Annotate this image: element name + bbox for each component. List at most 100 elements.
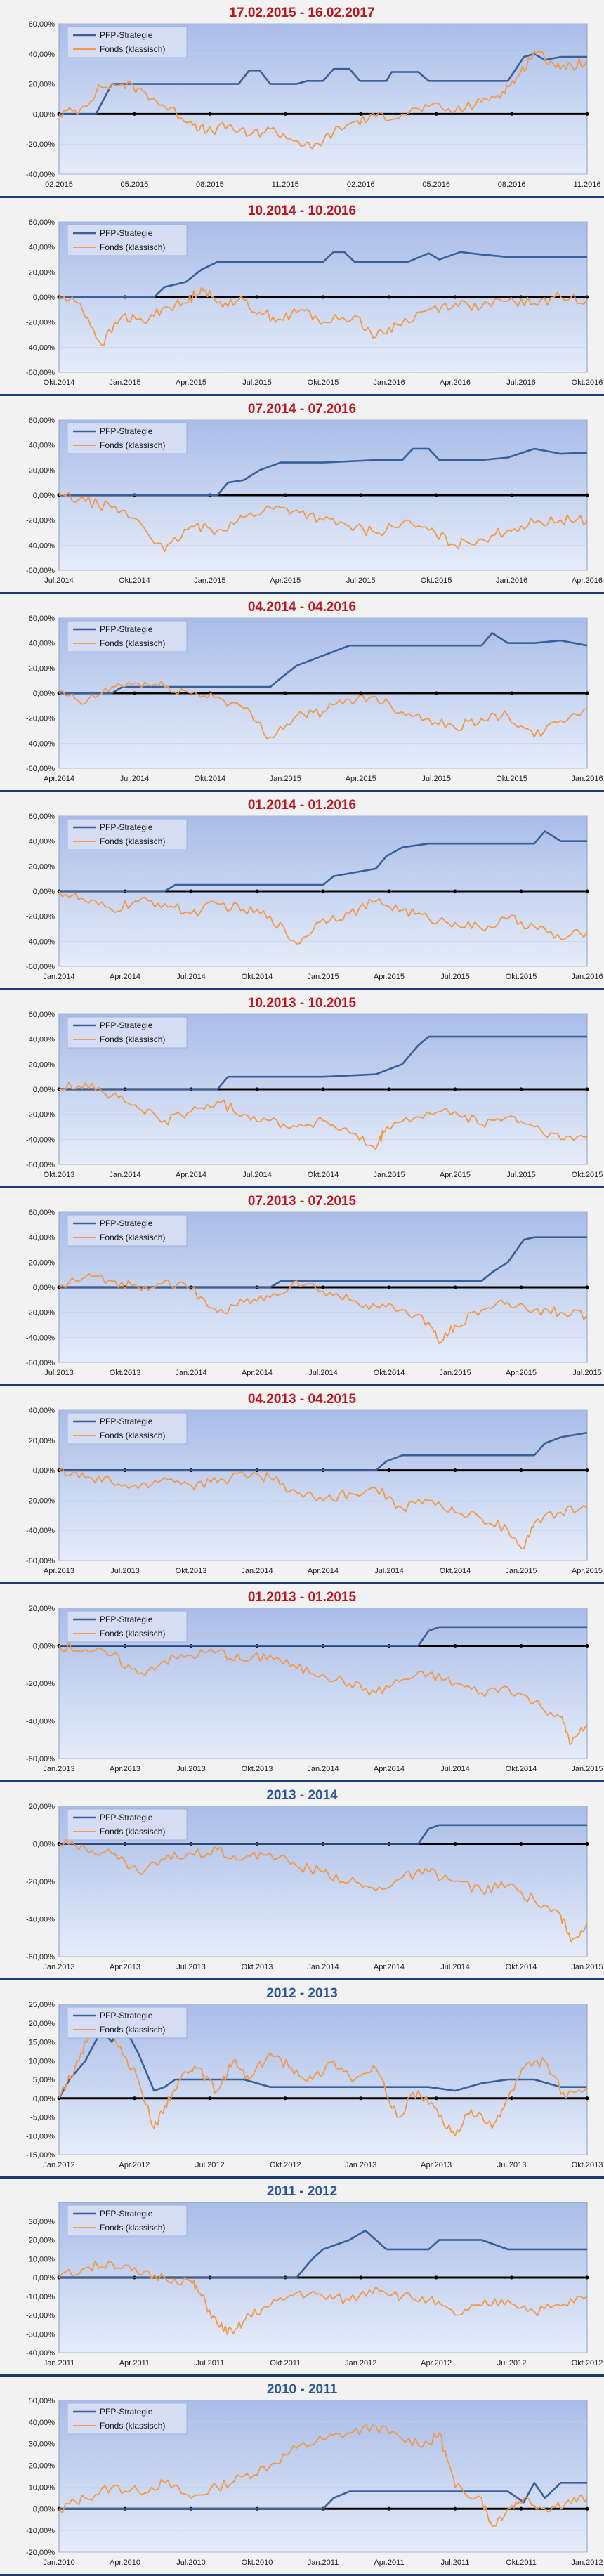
- x-tick-label: Okt.2014: [195, 775, 226, 783]
- chart-svg: 60,00% 40,00% 20,00% 0,00% -20,00% -40,00% -60…: [26, 417, 603, 585]
- zero-tick: [585, 112, 589, 116]
- zero-tick: [434, 493, 438, 497]
- series-line-strategy: [59, 830, 587, 893]
- y-tick-label: 15,00%: [29, 2039, 55, 2047]
- legend-box: [67, 2006, 188, 2039]
- y-tick-label: 0,00%: [33, 110, 55, 119]
- zero-tick: [510, 493, 514, 497]
- chart-title: 2011 - 2012: [266, 2184, 338, 2199]
- x-tick-label: Jul.2015: [421, 775, 451, 783]
- x-tick-label: Jul.2011: [441, 2558, 470, 2567]
- x-tick-label: Apr.2013: [110, 1963, 140, 1971]
- y-tick-label: 40,00%: [29, 640, 55, 648]
- zero-tick: [519, 295, 523, 299]
- x-tick-label: Apr.2013: [421, 2161, 452, 2169]
- zero-tick: [585, 889, 589, 893]
- chart-svg: 20,00% 0,00% -20,00% -40,00% -60,00% Jan.2013…: [26, 1803, 603, 1971]
- chart-title: 10.2013 - 10.2015: [247, 996, 357, 1011]
- y-tick-label: 0,00%: [33, 2095, 55, 2103]
- legend-label-strategy: PFP-Strategie: [100, 1218, 153, 1228]
- legend-label-fund: Fonds (klassisch): [100, 638, 165, 648]
- y-tick-label: -20,00%: [26, 1497, 55, 1505]
- x-tick-label: 08.2015: [196, 180, 224, 189]
- chart-title: 17.02.2015 - 16.02.2017: [229, 6, 375, 20]
- zero-tick: [453, 1285, 457, 1289]
- zero-tick: [519, 1468, 523, 1473]
- chart-svg: 60,00% 40,00% 20,00% 0,00% -20,00% -40,00% -60…: [26, 813, 603, 981]
- x-tick-label: Okt.2012: [270, 2161, 301, 2169]
- zero-tick: [132, 691, 136, 695]
- zero-tick: [519, 889, 523, 893]
- chart-title: 07.2013 - 07.2015: [247, 1194, 357, 1209]
- y-tick-label: 0,00%: [33, 888, 55, 896]
- x-tick-label: Jul.2013: [110, 1567, 140, 1575]
- zero-tick: [255, 889, 259, 893]
- legend-label-fund: Fonds (klassisch): [100, 1431, 165, 1440]
- y-tick-label: 20,00%: [29, 2237, 55, 2245]
- x-tick-label: Okt.2016: [572, 379, 603, 387]
- zero-tick: [387, 1285, 391, 1289]
- chart-title: 2013 - 2014: [266, 1788, 338, 1803]
- x-tick-label: Apr.2014: [176, 1171, 206, 1179]
- x-tick-label: Okt.2014: [308, 1171, 339, 1179]
- x-tick-label: Okt.2015: [421, 577, 452, 585]
- x-tick-label: Okt.2014: [374, 1369, 405, 1377]
- chart-svg: 60,00% 40,00% 20,00% 0,00% -20,00% -40,00% -60…: [26, 1209, 602, 1377]
- y-tick-label: 40,00%: [29, 1036, 55, 1044]
- y-tick-label: 20,00%: [29, 2020, 55, 2028]
- chart-panel: 2010 - 2011 50,00% 40,00% 30,00% 20,00% 10,00…: [0, 2377, 604, 2576]
- y-tick-label: -20,00%: [26, 517, 55, 525]
- y-tick-label: 60,00%: [29, 21, 55, 29]
- y-tick-label: -60,00%: [26, 963, 55, 971]
- x-tick-label: Apr.2015: [572, 1567, 603, 1575]
- x-tick-label: Okt.2015: [496, 775, 527, 783]
- chart-title: 10.2014 - 10.2016: [247, 204, 357, 218]
- x-tick-label: Okt.2014: [119, 577, 150, 585]
- zero-tick: [585, 1644, 589, 1648]
- y-tick-label: -40,00%: [26, 2349, 55, 2358]
- x-tick-label: Jan.2015: [571, 1963, 603, 1971]
- x-tick-label: Okt.2011: [506, 2558, 537, 2567]
- x-tick-label: Apr.2015: [346, 775, 376, 783]
- y-tick-label: 40,00%: [29, 1407, 55, 1415]
- chart-title: 01.2014 - 01.2016: [247, 798, 357, 813]
- x-tick-label: Apr.2014: [242, 1369, 273, 1377]
- chart-panel: 10.2013 - 10.2015 60,00% 40,00% 20,00% 0,00%…: [0, 990, 604, 1188]
- y-tick-label: -40,00%: [26, 938, 55, 946]
- y-tick-label: -60,00%: [26, 765, 55, 773]
- chart-panel: 2012 - 2013 25,00% 20,00% 15,00% 10,00% 5,00%…: [0, 1980, 604, 2179]
- x-tick-label: Okt.2014: [440, 1567, 471, 1575]
- x-tick-label: Jul.2013: [176, 1963, 206, 1971]
- x-tick-label: Okt.2014: [242, 973, 273, 981]
- x-tick-label: Apr.2012: [119, 2161, 150, 2169]
- y-tick-label: 0,00%: [33, 2505, 55, 2513]
- x-tick-label: Jul.2013: [44, 1369, 74, 1377]
- zero-tick: [519, 1644, 523, 1648]
- y-tick-label: 0,00%: [33, 1086, 55, 1094]
- x-tick-label: Okt.2011: [270, 2359, 301, 2367]
- series-line-strategy: [59, 632, 588, 695]
- zero-tick: [585, 295, 589, 299]
- x-tick-label: Apr.2011: [374, 2558, 404, 2567]
- zero-tick: [359, 493, 363, 497]
- legend-label-fund: Fonds (klassisch): [100, 440, 165, 450]
- x-tick-label: Jan.2014: [307, 1765, 339, 1773]
- y-tick-label: 20,00%: [29, 1259, 55, 1267]
- x-tick-label: Jul.2013: [176, 1765, 206, 1773]
- y-tick-label: 50,00%: [29, 2398, 55, 2405]
- legend-box: [67, 224, 188, 256]
- zero-tick: [132, 112, 136, 116]
- x-tick-label: Jul.2014: [176, 973, 206, 981]
- x-tick-label: Okt.2010: [242, 2558, 273, 2567]
- y-tick-label: 40,00%: [29, 442, 55, 450]
- x-tick-label: Jul.2010: [176, 2558, 206, 2567]
- y-tick-label: 60,00%: [29, 813, 55, 821]
- x-tick-label: 05.2015: [121, 180, 149, 189]
- y-tick-label: -20,00%: [26, 140, 55, 149]
- y-tick-label: 25,00%: [29, 2002, 55, 2009]
- y-tick-label: -60,00%: [26, 369, 55, 377]
- series-line-fund: [58, 2424, 588, 2527]
- y-tick-label: 10,00%: [29, 2483, 55, 2492]
- x-tick-label: Jan.2012: [571, 2558, 603, 2567]
- series-line-strategy: [59, 2229, 587, 2279]
